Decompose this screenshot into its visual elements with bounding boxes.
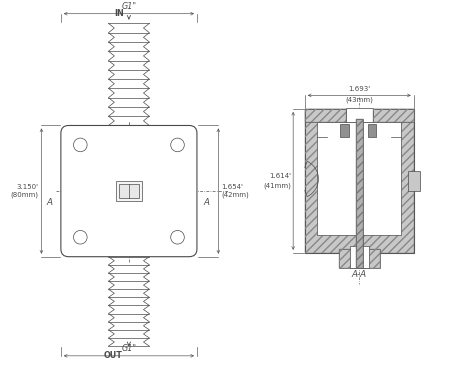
Text: A-A: A-A	[352, 270, 367, 279]
Text: 1.654': 1.654'	[221, 184, 243, 190]
Bar	[339, 249, 380, 268]
Text: OUT: OUT	[103, 351, 122, 360]
Text: (43mm): (43mm)	[345, 96, 373, 103]
Text: 1.693': 1.693'	[348, 87, 370, 92]
Bar	[349, 246, 369, 268]
Bar	[119, 184, 139, 198]
Text: IN: IN	[114, 9, 124, 18]
Bar	[356, 119, 363, 268]
Bar	[373, 109, 414, 122]
Text: 3.150': 3.150'	[17, 184, 39, 190]
Text: G1": G1"	[121, 2, 136, 11]
FancyBboxPatch shape	[61, 126, 197, 257]
Text: A: A	[204, 198, 210, 207]
Bar	[305, 109, 414, 253]
Text: G1": G1"	[121, 344, 136, 353]
Bar	[116, 181, 141, 201]
Bar	[368, 123, 376, 137]
Bar	[373, 109, 414, 122]
Text: A: A	[46, 198, 52, 207]
Bar	[408, 171, 419, 191]
Bar	[305, 109, 414, 253]
Bar	[339, 249, 380, 268]
Text: 1.614': 1.614'	[269, 173, 291, 179]
Bar	[356, 119, 363, 268]
Bar	[305, 109, 346, 122]
Text: (41mm): (41mm)	[264, 182, 291, 189]
Bar	[340, 123, 349, 137]
Bar	[305, 109, 346, 122]
Bar	[317, 122, 401, 235]
Bar	[346, 108, 373, 122]
Text: (80mm): (80mm)	[10, 192, 39, 198]
Text: (42mm): (42mm)	[221, 192, 249, 198]
